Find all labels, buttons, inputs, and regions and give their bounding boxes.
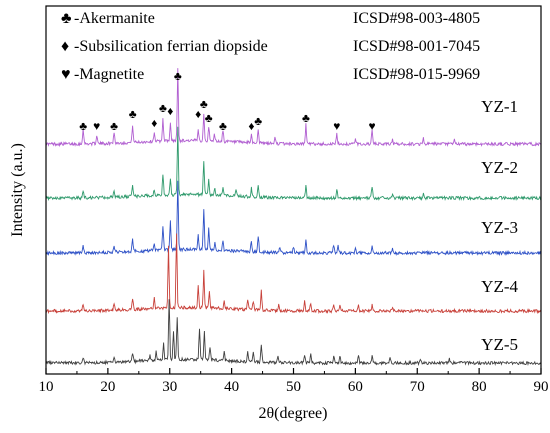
series-label: YZ-2 (481, 158, 518, 177)
legend-symbol: ♥ (61, 66, 71, 83)
x-tick-label: 70 (410, 379, 425, 395)
legend-reference: ICSD#98-003-4805 (353, 10, 480, 27)
series-label: YZ-1 (481, 97, 518, 116)
series-label: YZ-4 (481, 277, 518, 296)
peak-marker: ♣ (200, 97, 208, 111)
peak-marker: ♣ (159, 101, 167, 115)
plot-frame (45, 5, 542, 375)
x-tick-label: 60 (348, 379, 363, 395)
legend-label: -Akermanite (74, 10, 155, 27)
peak-marker: ♣ (110, 119, 118, 133)
series-line-yz-3 (45, 180, 542, 257)
peak-marker: ♣ (79, 119, 87, 133)
legend-symbol: ♦ (61, 38, 69, 55)
series-labels: YZ-1 YZ-2 YZ-3 YZ-4 YZ-5 (481, 97, 518, 354)
peak-marker: ♣ (205, 111, 213, 125)
y-axis-label: Intensity (a.u.) (9, 143, 26, 237)
peak-marker: ♦ (167, 104, 173, 118)
peak-marker: ♥ (93, 119, 100, 133)
series-label: YZ-5 (481, 335, 518, 354)
peak-marker: ♥ (369, 119, 376, 133)
peak-marker: ♥ (333, 119, 340, 133)
peak-marker: ♦ (151, 116, 157, 130)
peak-marker: ♣ (129, 107, 137, 121)
x-axis: 10 20 30 40 50 60 70 80 90 (39, 368, 549, 395)
legend-reference: ICSD#98-015-9969 (353, 66, 480, 83)
series-traces (45, 68, 542, 367)
x-tick-label: 40 (224, 379, 239, 395)
x-tick-label: 50 (286, 379, 301, 395)
series-line-yz-4 (45, 233, 542, 315)
peak-marker: ♣ (302, 111, 310, 125)
x-tick-label: 80 (472, 379, 487, 395)
legend-label: -Magnetite (74, 66, 144, 83)
x-tick-label: 30 (162, 379, 177, 395)
series-line-yz-2 (45, 126, 542, 202)
legend-label: -Subsilication ferrian diopside (74, 38, 268, 55)
series-line-yz-1 (45, 68, 542, 148)
x-tick-label: 20 (100, 379, 115, 395)
peak-marker: ♣ (254, 114, 262, 128)
peak-marker: ♦ (195, 107, 201, 121)
peak-marker: ♦ (248, 119, 254, 133)
x-tick-label: 10 (39, 379, 54, 395)
series-label: YZ-3 (481, 218, 518, 237)
peak-markers: ♣ ♥ ♣♣♦♣ ♦♣♦♣♣♣ ♦ ♣ ♣♥ ♥ (79, 69, 375, 133)
series-line-yz-5 (45, 299, 542, 367)
peak-marker: ♣ (219, 119, 227, 133)
legend: ♣ -Akermanite ICSD#98-003-4805♦ -Subsilicat… (61, 10, 480, 83)
peak-marker: ♣ (174, 69, 182, 83)
legend-reference: ICSD#98-001-7045 (353, 38, 480, 55)
x-axis-label: 2θ(degree) (259, 405, 328, 422)
legend-symbol: ♣ (61, 10, 72, 27)
x-tick-label: 90 (534, 379, 549, 395)
